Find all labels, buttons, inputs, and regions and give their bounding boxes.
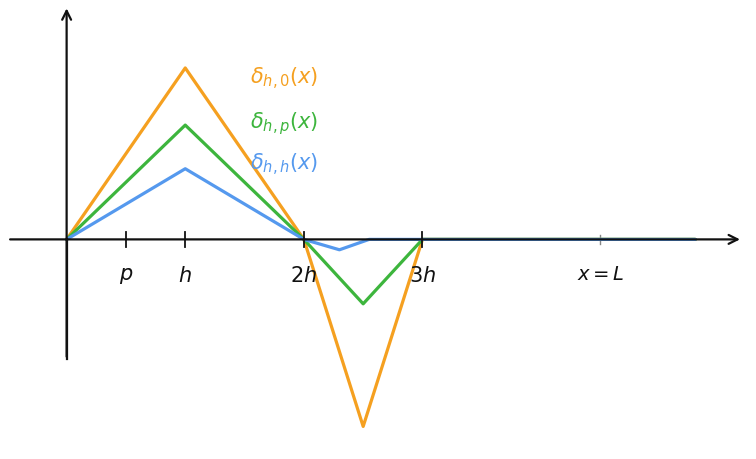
Text: $h$: $h$: [178, 265, 192, 285]
Text: $2h$: $2h$: [290, 265, 318, 285]
Text: $x = L$: $x = L$: [577, 265, 624, 283]
Text: $\delta_{h,0}(x)$: $\delta_{h,0}(x)$: [250, 66, 319, 92]
Text: $3h$: $3h$: [409, 265, 436, 285]
Text: $p$: $p$: [119, 265, 133, 285]
Text: $\delta_{h,p}(x)$: $\delta_{h,p}(x)$: [250, 110, 319, 137]
Text: $\delta_{h,h}(x)$: $\delta_{h,h}(x)$: [250, 151, 319, 177]
